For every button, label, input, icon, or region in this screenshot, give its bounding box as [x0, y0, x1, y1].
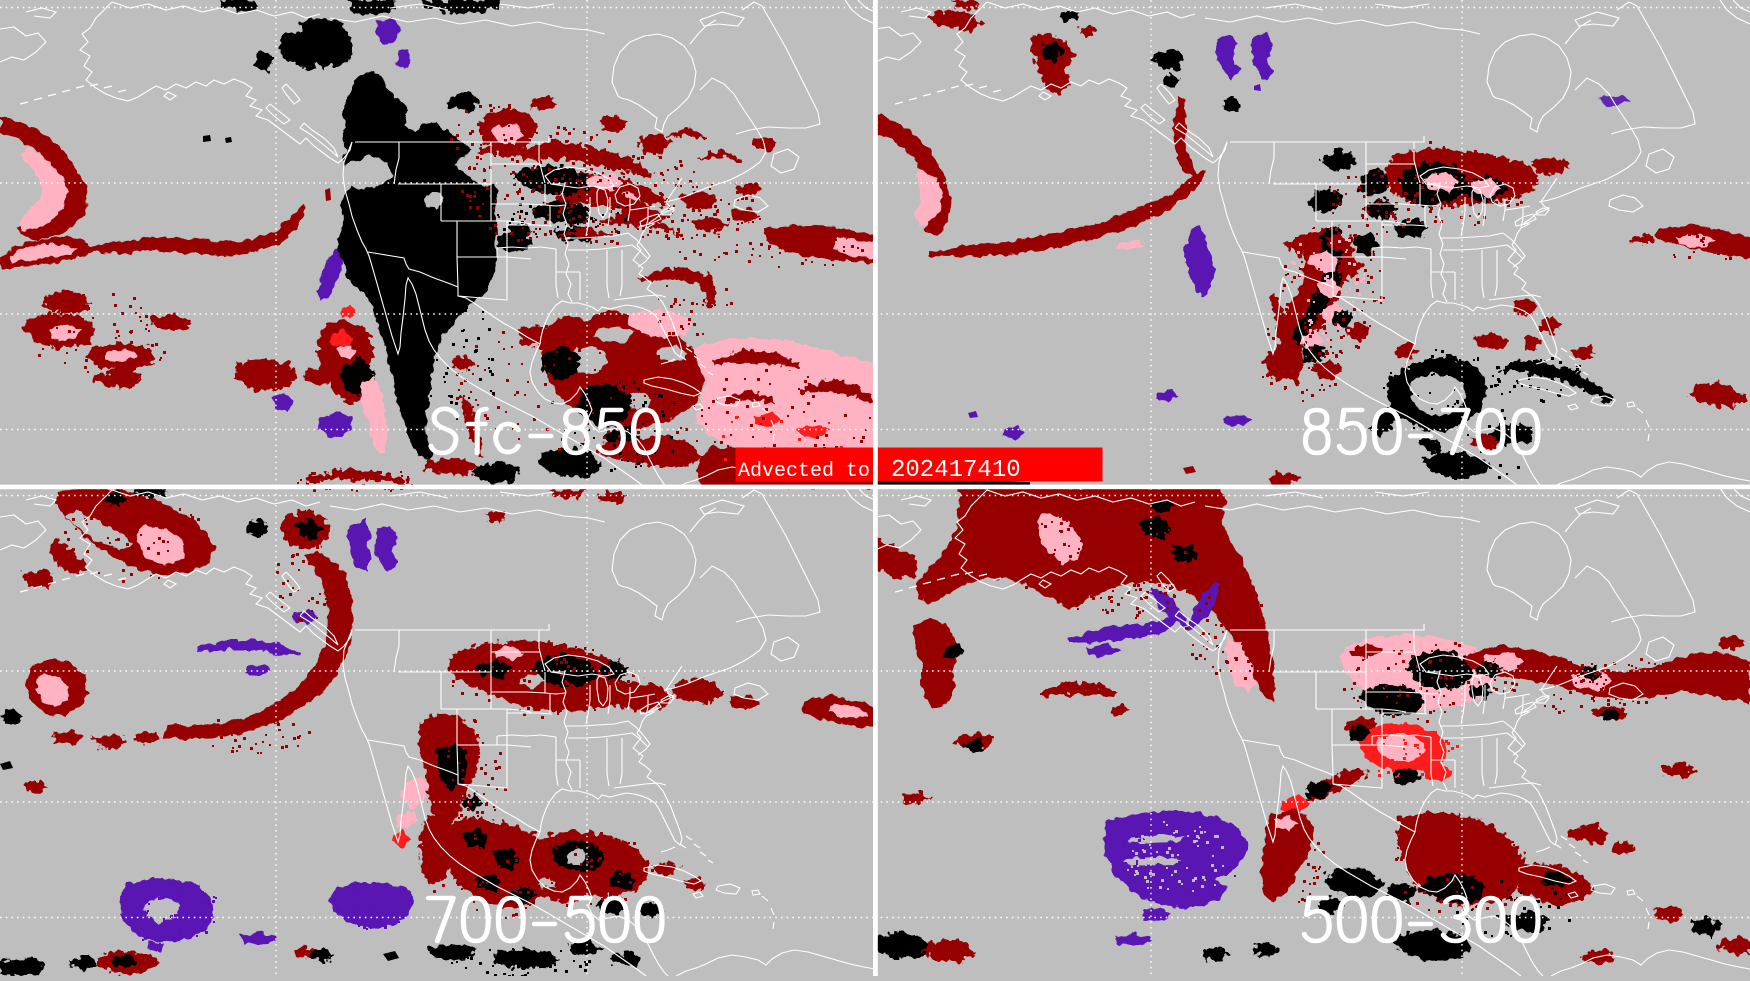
svg-text:202417410: 202417410: [891, 457, 1021, 484]
svg-text:Advected to: Advected to: [738, 460, 870, 483]
